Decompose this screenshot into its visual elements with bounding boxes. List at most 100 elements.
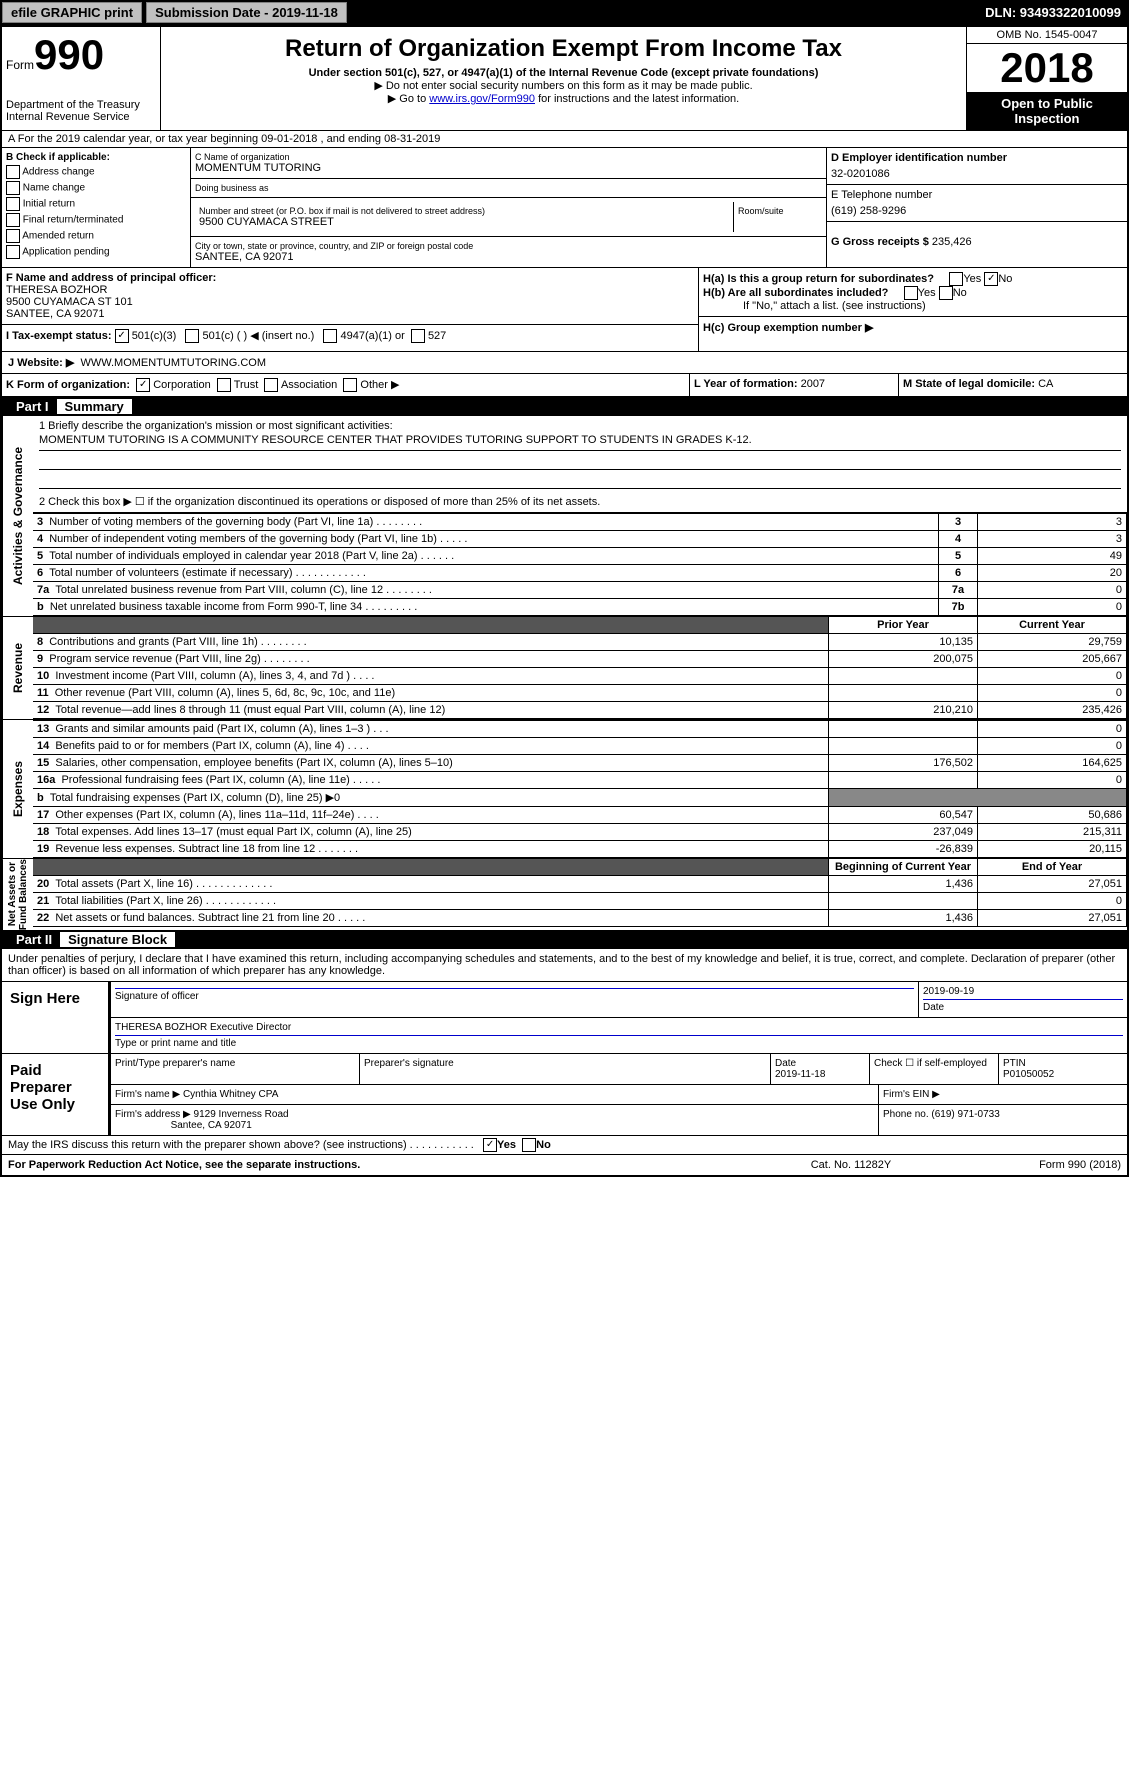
part-2-header: Part II Signature Block (2, 930, 1127, 949)
chk-hb-yes[interactable] (904, 286, 918, 300)
footer-left: For Paperwork Reduction Act Notice, see … (8, 1159, 761, 1171)
footer-center: Cat. No. 11282Y (761, 1159, 941, 1171)
note-1: ▶ Do not enter social security numbers o… (165, 79, 962, 92)
firm-city: Santee, CA 92071 (171, 1120, 252, 1131)
table-row: 5 Total number of individuals employed i… (33, 548, 1127, 565)
officer-addr1: 9500 CUYAMACA ST 101 (6, 296, 694, 308)
dba-label: Doing business as (195, 183, 822, 193)
chk-ha-yes[interactable] (949, 272, 963, 286)
omb-number: OMB No. 1545-0047 (967, 27, 1127, 44)
org-name-label: C Name of organization (195, 152, 822, 162)
lbl-trust: Trust (234, 379, 259, 391)
lbl-corporation: Corporation (153, 379, 210, 391)
chk-address-change[interactable] (6, 165, 20, 179)
officer-addr2: SANTEE, CA 92071 (6, 308, 694, 320)
lbl-name-change: Name change (23, 183, 85, 194)
table-row: 21 Total liabilities (Part X, line 26) .… (33, 893, 1127, 910)
chk-application-pending[interactable] (6, 245, 20, 259)
website-value: WWW.MOMENTUMTUTORING.COM (80, 357, 266, 369)
chk-4947[interactable] (323, 329, 337, 343)
note-2-post: for instructions and the latest informat… (535, 93, 739, 105)
chk-amended-return[interactable] (6, 229, 20, 243)
table-row: 13 Grants and similar amounts paid (Part… (33, 721, 1127, 738)
open-inspection: Open to Public Inspection (967, 92, 1127, 130)
address-street: 9500 CUYAMACA STREET (199, 216, 729, 228)
q1-label: 1 Briefly describe the organization's mi… (39, 420, 1121, 432)
irs-link[interactable]: www.irs.gov/Form990 (429, 93, 535, 105)
chk-initial-return[interactable] (6, 197, 20, 211)
table-row: 6 Total number of volunteers (estimate i… (33, 565, 1127, 582)
net-assets-table: Beginning of Current YearEnd of Year 20 … (33, 859, 1127, 927)
table-row: 18 Total expenses. Add lines 13–17 (must… (33, 824, 1127, 841)
chk-corporation[interactable] (136, 378, 150, 392)
chk-ha-no[interactable] (984, 272, 998, 286)
lbl-501c3: 501(c)(3) (132, 330, 177, 342)
row-a-tax-year: A For the 2019 calendar year, or tax yea… (2, 131, 1127, 148)
column-c: C Name of organization MOMENTUM TUTORING… (191, 148, 827, 267)
lbl-4947: 4947(a)(1) or (341, 330, 405, 342)
chk-discuss-no[interactable] (522, 1138, 536, 1152)
chk-hb-no[interactable] (939, 286, 953, 300)
city-value: SANTEE, CA 92071 (195, 251, 822, 263)
chk-other[interactable] (343, 378, 357, 392)
lbl-other: Other ▶ (360, 379, 399, 391)
officer-name-title: THERESA BOZHOR Executive Director (115, 1022, 291, 1033)
table-row: 4 Number of independent voting members o… (33, 531, 1127, 548)
lbl-address-change: Address change (22, 167, 94, 178)
table-row: 12 Total revenue—add lines 8 through 11 … (33, 702, 1127, 719)
tax-year: 2018 (967, 44, 1127, 92)
address-label: Number and street (or P.O. box if mail i… (199, 206, 729, 216)
firm-address-value: 9129 Inverness Road (194, 1109, 289, 1120)
form-org-label: K Form of organization: (6, 379, 130, 391)
room-label: Room/suite (738, 206, 818, 216)
preparer-name-label: Print/Type preparer's name (115, 1058, 235, 1069)
lbl-application-pending: Application pending (22, 247, 109, 258)
form-subtitle: Under section 501(c), 527, or 4947(a)(1)… (165, 67, 962, 79)
table-row: b Net unrelated business taxable income … (33, 599, 1127, 616)
telephone-label: E Telephone number (831, 189, 1123, 201)
table-row: 17 Other expenses (Part IX, column (A), … (33, 807, 1127, 824)
chk-501c3[interactable] (115, 329, 129, 343)
side-revenue: Revenue (2, 617, 33, 719)
note-2-pre: ▶ Go to (388, 93, 429, 105)
chk-association[interactable] (264, 378, 278, 392)
firm-phone-label: Phone no. (883, 1109, 929, 1120)
table-row: 3 Number of voting members of the govern… (33, 514, 1127, 531)
lbl-association: Association (281, 379, 337, 391)
preparer-sig-label: Preparer's signature (364, 1058, 454, 1069)
current-year-header: Current Year (978, 617, 1127, 634)
lbl-ha-yes: Yes (963, 273, 981, 285)
chk-name-change[interactable] (6, 181, 20, 195)
year-formation-value: 2007 (801, 378, 825, 390)
chk-final-return[interactable] (6, 213, 20, 227)
discuss-question: May the IRS discuss this return with the… (8, 1139, 474, 1151)
lbl-hb-no: No (953, 287, 967, 299)
firm-phone-value: (619) 971-0733 (931, 1109, 999, 1120)
side-activities-governance: Activities & Governance (2, 416, 33, 616)
revenue-table: Prior YearCurrent Year 8 Contributions a… (33, 617, 1127, 719)
ein-label: D Employer identification number (831, 152, 1123, 164)
form-title: Return of Organization Exempt From Incom… (165, 35, 962, 63)
org-name: MOMENTUM TUTORING (195, 162, 822, 174)
footer-row: For Paperwork Reduction Act Notice, see … (2, 1154, 1127, 1175)
beginning-year-header: Beginning of Current Year (829, 859, 978, 876)
dln-label: DLN: 93493322010099 (977, 3, 1129, 22)
department-label: Department of the Treasury Internal Reve… (6, 99, 156, 123)
firm-address-label: Firm's address ▶ (115, 1109, 191, 1120)
efile-button[interactable]: efile GRAPHIC print (2, 2, 142, 23)
self-employed-label: Check ☐ if self-employed (874, 1058, 987, 1069)
chk-527[interactable] (411, 329, 425, 343)
table-row: 19 Revenue less expenses. Subtract line … (33, 841, 1127, 858)
submission-date-button[interactable]: Submission Date - 2019-11-18 (146, 2, 347, 23)
website-label: J Website: ▶ (8, 357, 74, 369)
officer-name: THERESA BOZHOR (6, 284, 694, 296)
chk-501c[interactable] (185, 329, 199, 343)
q1-value: MOMENTUM TUTORING IS A COMMUNITY RESOURC… (39, 432, 1121, 451)
gross-receipts-value: 235,426 (932, 236, 972, 248)
side-expenses: Expenses (2, 720, 33, 858)
lbl-discuss-no: No (536, 1139, 551, 1151)
chk-trust[interactable] (217, 378, 231, 392)
chk-discuss-yes[interactable] (483, 1138, 497, 1152)
perjury-statement: Under penalties of perjury, I declare th… (2, 949, 1127, 982)
ha-label: H(a) Is this a group return for subordin… (703, 273, 934, 285)
